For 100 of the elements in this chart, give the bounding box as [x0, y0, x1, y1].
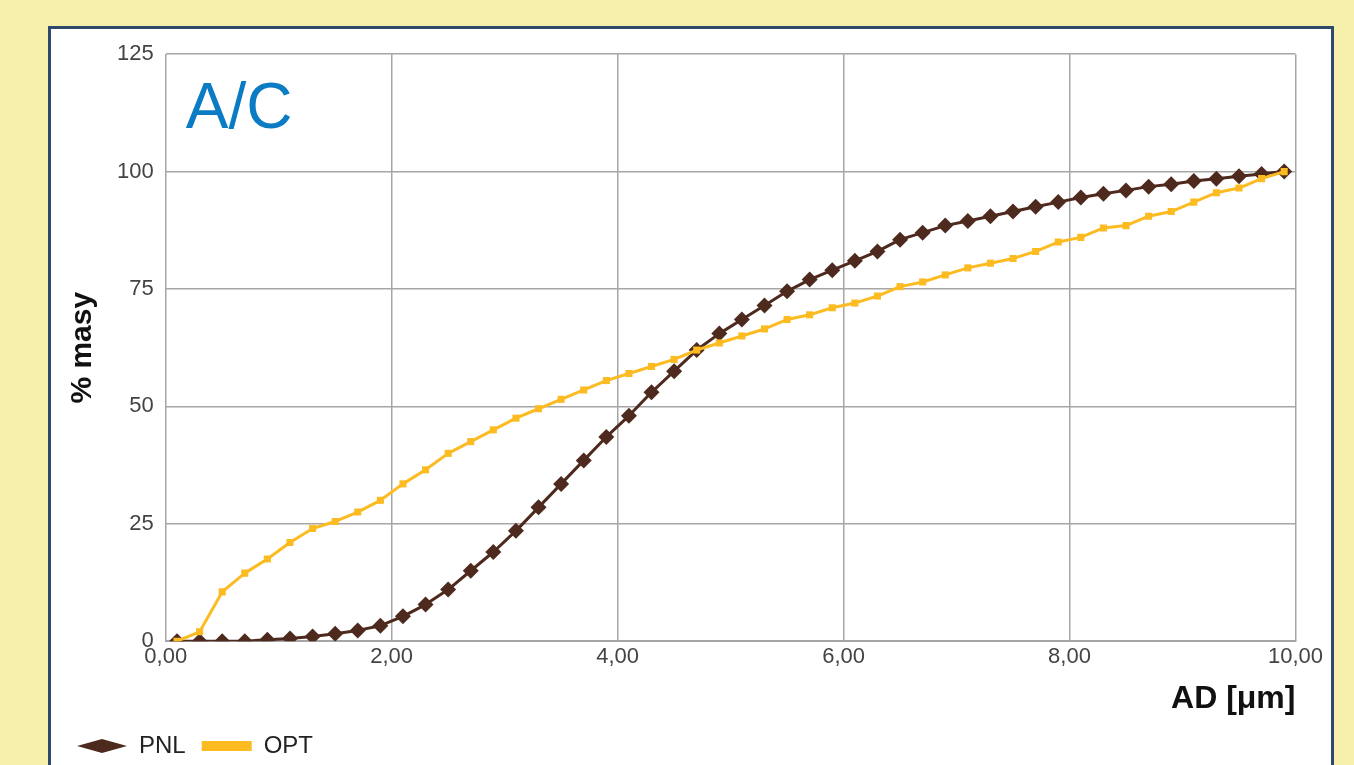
point	[598, 428, 615, 445]
point	[575, 452, 592, 469]
point	[715, 339, 723, 347]
point	[1140, 178, 1157, 195]
point	[959, 212, 976, 229]
point	[372, 617, 389, 634]
point	[1185, 172, 1202, 189]
point	[462, 562, 479, 579]
point	[1050, 194, 1067, 211]
point	[914, 224, 931, 241]
point	[354, 508, 362, 516]
point	[824, 262, 841, 279]
point	[846, 252, 863, 269]
point	[1190, 198, 1198, 206]
point	[1077, 233, 1085, 241]
point	[1095, 185, 1112, 202]
point	[1258, 175, 1266, 183]
point	[828, 304, 836, 312]
point	[1212, 189, 1220, 197]
point	[941, 271, 949, 279]
point	[241, 569, 249, 577]
point	[738, 332, 746, 340]
point	[919, 278, 927, 286]
point	[760, 325, 769, 333]
point	[873, 292, 881, 300]
point	[467, 438, 475, 446]
point	[986, 259, 994, 267]
point	[625, 369, 633, 378]
point	[1208, 170, 1225, 187]
point	[349, 622, 366, 639]
point	[1009, 254, 1017, 263]
point	[1163, 176, 1180, 193]
y-tick-label: 50	[129, 392, 154, 418]
point	[1167, 207, 1175, 216]
x-tick-label: 8,00	[1048, 643, 1091, 669]
point	[1054, 238, 1062, 246]
point	[964, 264, 972, 272]
point	[580, 386, 588, 394]
point	[937, 217, 954, 234]
x-tick-label: 6,00	[822, 643, 865, 669]
point	[394, 608, 411, 625]
point	[286, 539, 294, 547]
y-tick-label: 125	[116, 40, 154, 66]
point	[643, 384, 660, 401]
point	[399, 480, 407, 488]
y-tick-label: 100	[116, 157, 154, 183]
x-tick-label: 10,00	[1267, 643, 1323, 669]
point	[756, 297, 773, 314]
y-tick-label: 25	[129, 509, 154, 535]
point	[553, 475, 570, 492]
point	[1099, 224, 1107, 232]
y-tick-label: 75	[129, 275, 154, 301]
x-axis-title: AD [μm]	[1171, 678, 1296, 715]
point	[1230, 168, 1247, 185]
point	[512, 414, 520, 422]
point	[892, 231, 909, 248]
y-axis-title: % masy	[64, 291, 98, 404]
point	[711, 325, 728, 342]
point	[801, 271, 818, 288]
point	[982, 208, 999, 225]
point	[309, 524, 317, 533]
point	[507, 522, 524, 539]
point	[557, 395, 565, 403]
point	[1032, 247, 1040, 255]
point	[783, 315, 791, 324]
legend-label: PNL	[139, 730, 186, 758]
point	[530, 499, 547, 516]
point	[422, 466, 430, 474]
point	[620, 407, 637, 424]
point	[196, 628, 204, 636]
point	[1005, 203, 1022, 220]
point	[896, 283, 904, 291]
point	[331, 517, 339, 525]
point	[1122, 222, 1130, 230]
point	[806, 311, 814, 319]
point	[647, 362, 656, 371]
point	[779, 283, 796, 300]
point	[1118, 182, 1135, 199]
point	[1027, 198, 1044, 215]
point	[444, 449, 452, 457]
point	[851, 299, 859, 307]
point	[440, 581, 457, 598]
x-tick-label: 2,00	[370, 643, 414, 669]
point	[304, 628, 321, 642]
annotation: A/C	[185, 69, 293, 142]
point	[534, 405, 543, 413]
point	[869, 243, 886, 260]
point	[263, 555, 271, 563]
x-tick-label: 4,00	[596, 643, 640, 669]
point	[218, 588, 226, 596]
point	[489, 426, 497, 434]
point	[327, 625, 344, 642]
point	[602, 377, 610, 385]
point	[376, 496, 384, 504]
point	[1145, 212, 1153, 220]
point	[670, 355, 678, 363]
point	[1235, 184, 1243, 192]
legend-label: OPT	[263, 730, 314, 758]
point	[485, 543, 502, 560]
point	[733, 311, 750, 328]
